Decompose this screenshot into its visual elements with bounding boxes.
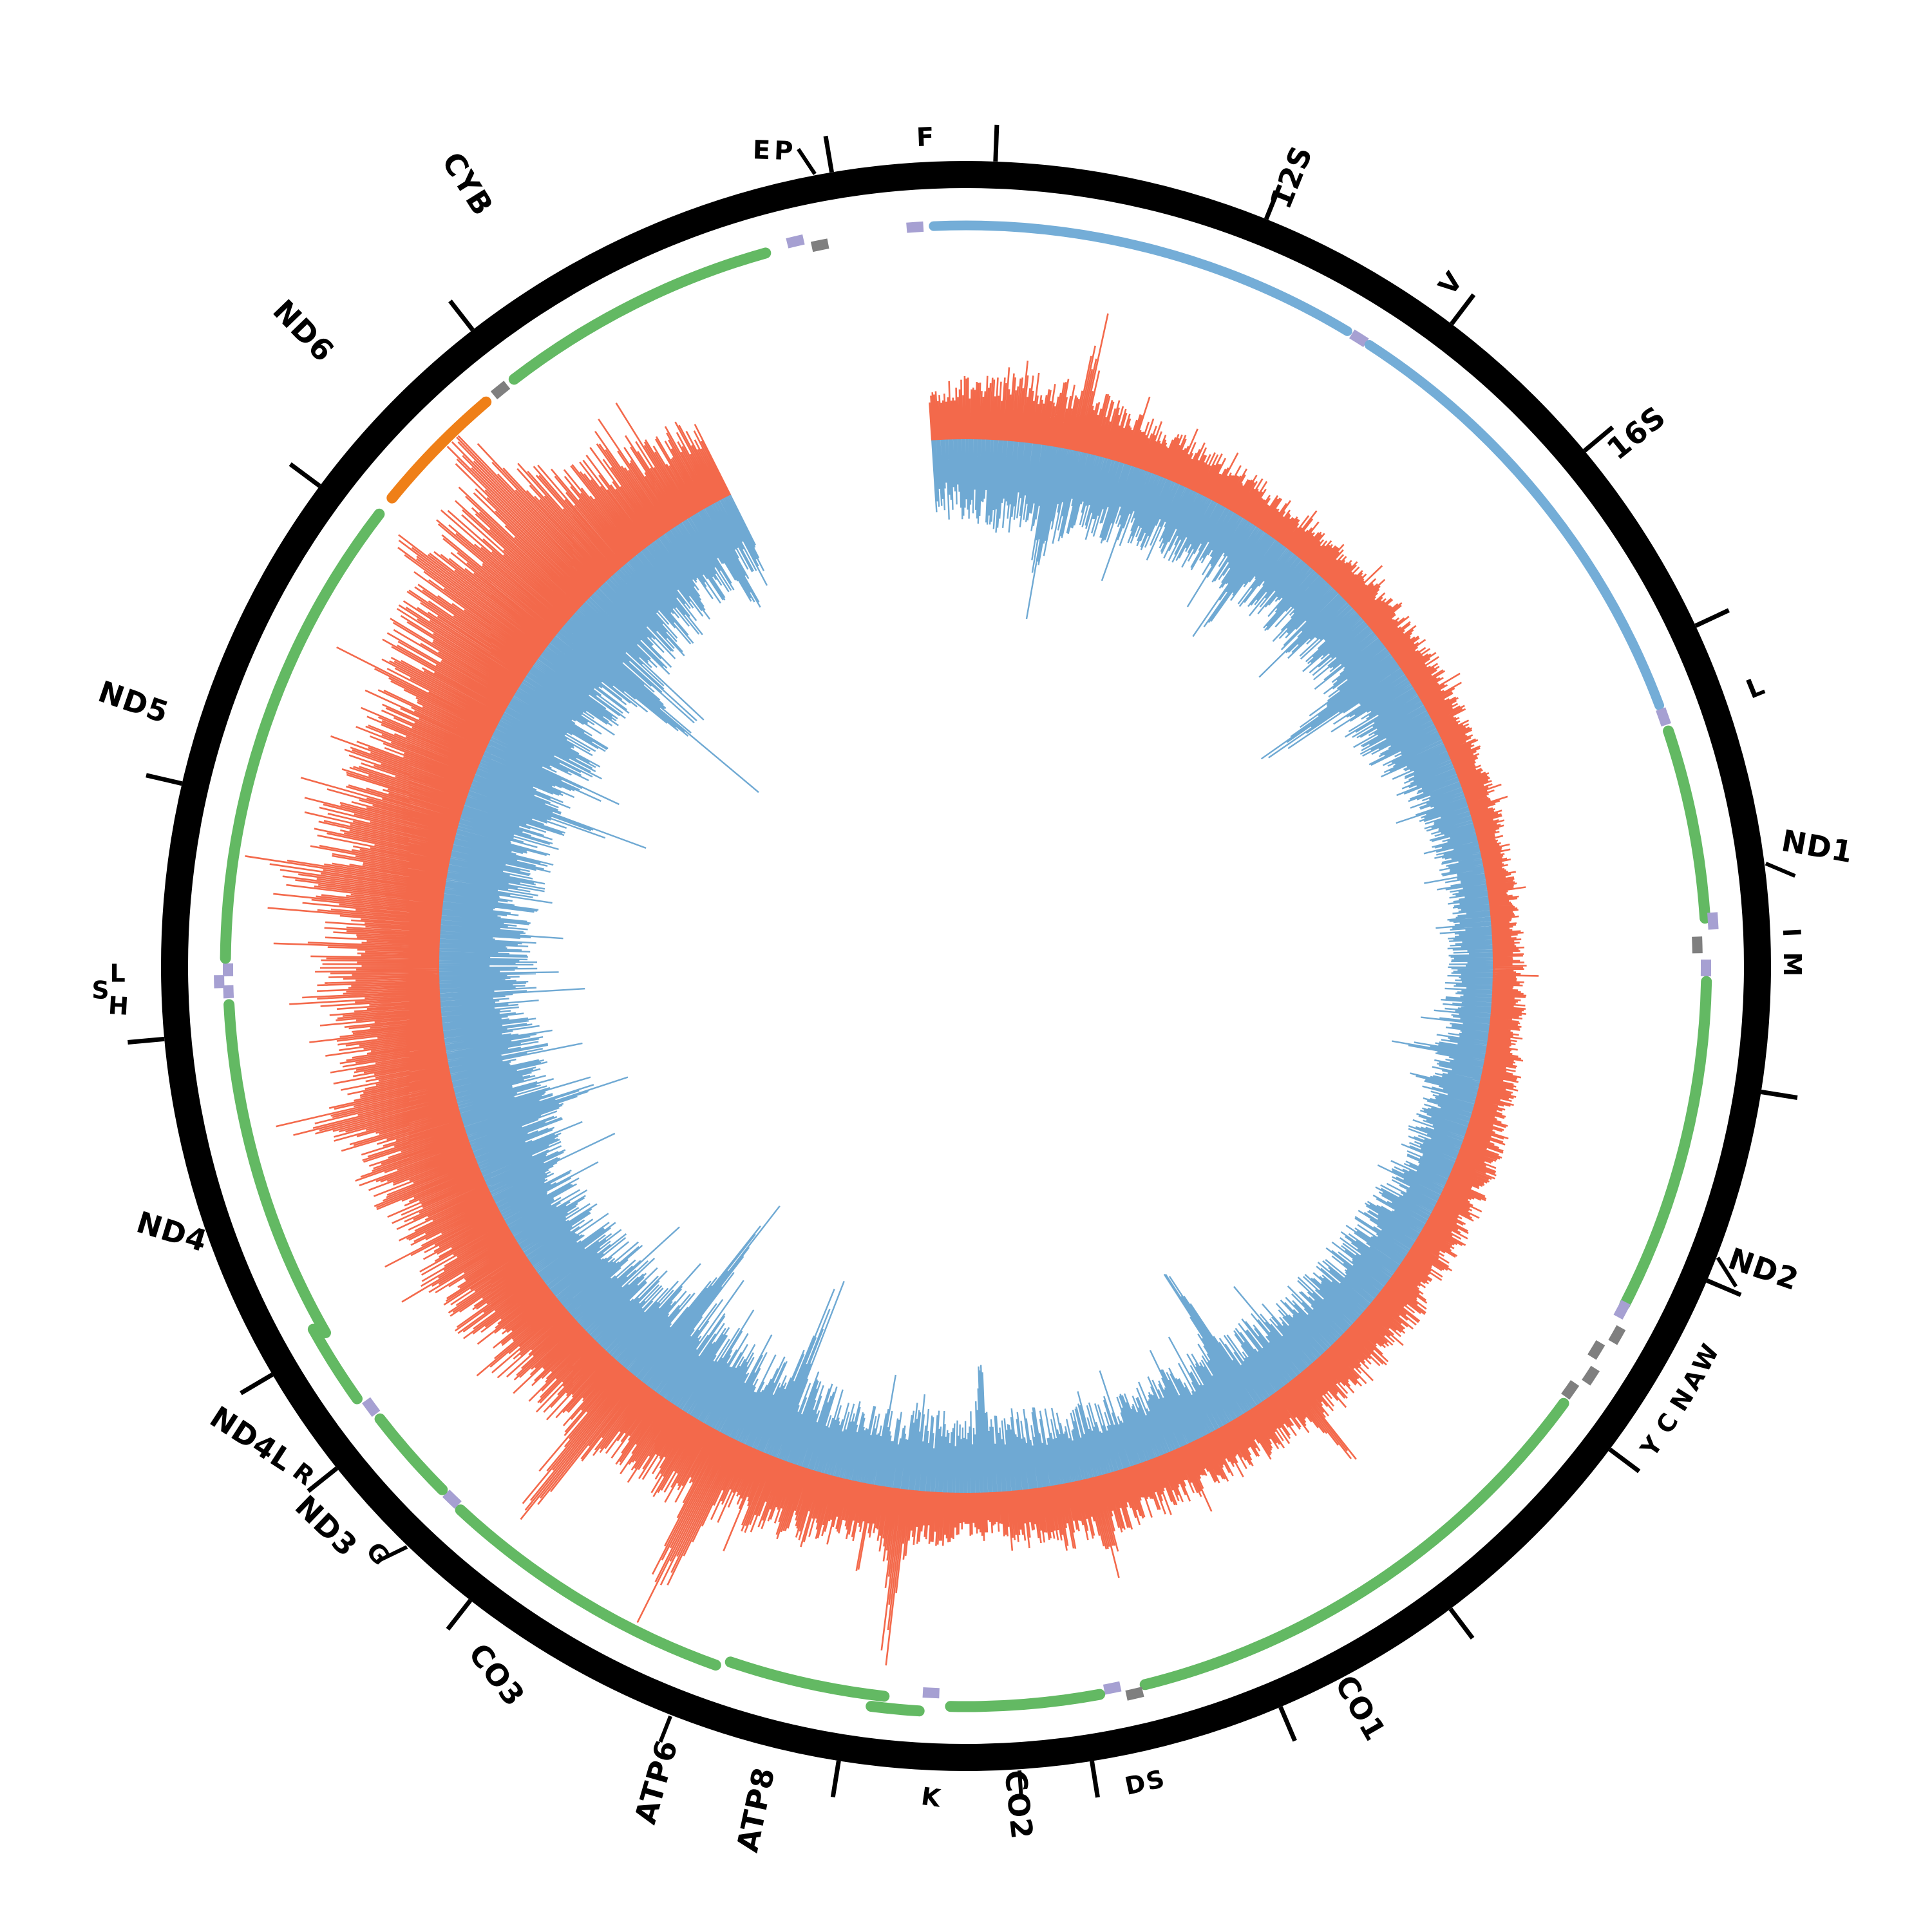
leader-line-CO2 — [1018, 1770, 1023, 1799]
label-EP-33: EP — [752, 135, 797, 166]
scale-tick — [307, 1466, 339, 1493]
trna-mark-L — [1656, 707, 1671, 727]
feature-track — [214, 220, 1719, 1717]
trna-mark-N — [1587, 1340, 1605, 1360]
scale-tick — [446, 1598, 473, 1631]
trna-mark-C — [1582, 1365, 1600, 1386]
label-CO2-17: CO2 — [998, 1768, 1039, 1841]
label-ATP8-19: ATP8 — [730, 1764, 782, 1855]
trna-mark-H — [223, 985, 234, 999]
label-CO1-14: CO1 — [1328, 1669, 1393, 1747]
scale-tick — [1583, 425, 1615, 453]
label-M-7: M — [1778, 952, 1806, 977]
leader-line-ATP6 — [658, 1715, 672, 1743]
label-G-22: G — [361, 1537, 395, 1571]
label-ND4-26: ND4 — [133, 1204, 212, 1258]
scale-tick — [448, 299, 475, 332]
leader-line-G — [379, 1545, 408, 1562]
gene-arc-ND3 — [374, 1413, 448, 1495]
label-ATP6-20: ATP6 — [627, 1736, 685, 1828]
trna-mark-D — [1103, 1681, 1122, 1695]
label-ND5-30: ND5 — [94, 674, 173, 730]
trna-mark-V — [1349, 329, 1369, 348]
label-V-2: V — [1433, 267, 1469, 301]
scale-tick — [1694, 608, 1730, 628]
scale-tick — [289, 462, 321, 488]
trna-mark-I — [1707, 912, 1719, 930]
leader-line-ND2 — [1716, 1256, 1738, 1288]
trna-mark-Y — [1561, 1379, 1580, 1400]
gene-arc-12S — [929, 220, 1352, 336]
label-CO3-21: CO3 — [462, 1637, 532, 1713]
label-K-18: K — [920, 1782, 943, 1813]
coverage-outward-histogram — [245, 313, 1539, 1666]
scale-tick — [1450, 293, 1476, 326]
leader-line-ND1 — [1765, 862, 1796, 878]
scale-tick — [993, 124, 999, 162]
gene-arc-ND4L — [307, 1323, 363, 1405]
gene-arc-CYB — [508, 247, 772, 385]
scale-tick — [146, 773, 183, 786]
scale-tick — [823, 135, 834, 173]
label-S-28: S — [91, 976, 110, 1004]
gene-arc-CO3 — [455, 1504, 721, 1671]
scale-tick — [1608, 1447, 1641, 1473]
scale-tick — [1264, 184, 1282, 220]
ideogram-ring-group — [161, 161, 1771, 1771]
trna-mark-Q — [1692, 936, 1703, 954]
trna-mark-P — [810, 238, 829, 252]
gene-arc-ND1 — [1663, 725, 1711, 924]
gene-arc-CO2 — [945, 1689, 1106, 1712]
label-16S-3: 16S — [1600, 399, 1672, 467]
trna-mark-K — [922, 1687, 940, 1699]
label-C-12: C — [1651, 1408, 1685, 1439]
coverage-inward-histogram — [436, 436, 1496, 1496]
trna-mark-A — [1608, 1325, 1626, 1345]
label-H-27: H — [108, 991, 130, 1021]
trna-mark-F — [906, 221, 924, 233]
trna-mark-W — [1613, 1300, 1631, 1320]
scale-tick — [1448, 1607, 1475, 1640]
label-ND4L-25: ND4L — [204, 1399, 300, 1479]
scale-tick — [830, 1760, 841, 1798]
scale-tick — [128, 1036, 165, 1045]
trna-mark-E — [786, 234, 805, 249]
gene-arc-ND6 — [386, 396, 492, 504]
label-Y-13: Y — [1634, 1430, 1669, 1462]
label-CYB-32: CYB — [435, 146, 501, 222]
trna-mark-S — [1125, 1687, 1144, 1701]
gene-arc-ND2 — [1619, 976, 1712, 1311]
scale-tick — [1761, 1090, 1798, 1100]
leader-line-EP — [797, 147, 817, 175]
label-L-4: L — [1742, 671, 1769, 705]
scale-ticks — [128, 124, 1798, 1798]
label-F-0: F — [916, 122, 935, 153]
scale-tick — [1706, 1278, 1742, 1297]
scale-tick — [1278, 1706, 1297, 1742]
scale-tick — [240, 1372, 274, 1396]
label-12S-1: 12S — [1263, 140, 1320, 213]
gene-arc-ND4 — [223, 999, 331, 1338]
label-L-29: L — [109, 960, 126, 988]
trna-mark-R — [362, 1397, 381, 1417]
coverage-track — [245, 313, 1539, 1666]
label-ND1-5: ND1 — [1779, 823, 1855, 870]
trna-mark-G — [442, 1490, 462, 1509]
gene-arc-ND5 — [220, 508, 385, 964]
gene-arc-ATP8 — [866, 1701, 925, 1717]
label-I-6: I — [1777, 927, 1806, 938]
genome-ring — [161, 161, 1771, 1771]
scale-tick — [1090, 1761, 1100, 1798]
label-ND3-23: ND3 — [289, 1488, 365, 1563]
trna-mark-E2 — [490, 381, 511, 400]
label-ND2-8: ND2 — [1724, 1241, 1803, 1297]
gene-arc-16S — [1364, 340, 1664, 710]
label-ND6-31: ND6 — [266, 293, 341, 369]
label-leader-lines — [379, 147, 1796, 1799]
gene-arc-CO1 — [1139, 1397, 1569, 1690]
gene-arc-ATP6 — [724, 1656, 890, 1702]
